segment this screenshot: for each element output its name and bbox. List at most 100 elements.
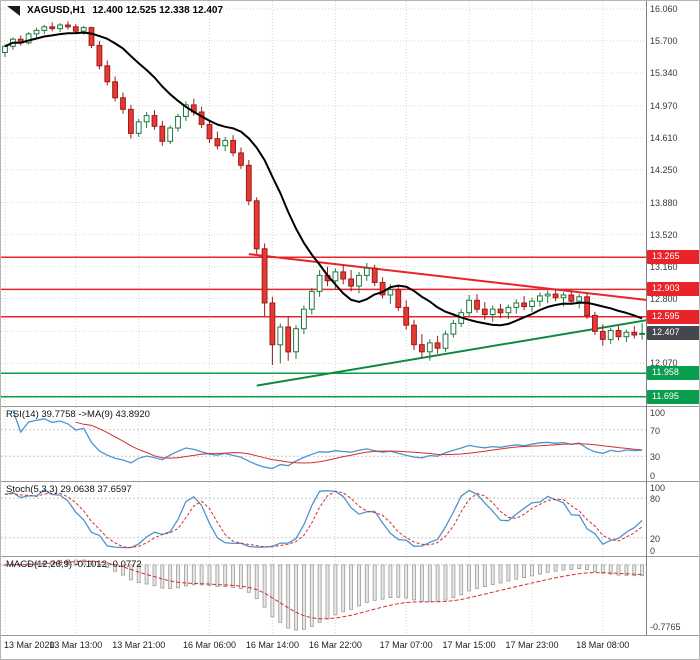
candle-body bbox=[599, 330, 606, 340]
rsi-plot[interactable] bbox=[1, 407, 700, 481]
macd-bar bbox=[404, 564, 409, 599]
macd-bar bbox=[506, 564, 511, 582]
stochastic-indicator-label: Stoch(5,3,3) 29.0638 37.6597 bbox=[6, 484, 132, 495]
candle-body bbox=[560, 294, 567, 299]
ma-line[interactable] bbox=[4, 31, 643, 327]
candle-body bbox=[356, 274, 362, 287]
candle-body bbox=[615, 330, 622, 338]
candle-body bbox=[57, 24, 64, 30]
macd-bar bbox=[325, 564, 330, 620]
descending-trendline[interactable] bbox=[248, 253, 647, 301]
candles-group bbox=[2, 21, 646, 366]
stochastic-panel[interactable]: Stoch(5,3,3) 29.0638 37.6597 bbox=[1, 482, 700, 556]
macd-bar bbox=[538, 564, 542, 575]
candle-body bbox=[269, 302, 276, 346]
panel-separator[interactable] bbox=[1, 635, 699, 636]
candle-body bbox=[442, 333, 449, 349]
symbol-timeframe-label: XAGUSD,H1 bbox=[27, 5, 86, 16]
macd-bar bbox=[490, 564, 495, 585]
macd-bar bbox=[333, 564, 338, 616]
macd-bar bbox=[231, 564, 236, 588]
macd-bar bbox=[585, 564, 589, 570]
rsi-panel[interactable]: RSI(14) 39.7758 ->MA(9) 43.8920 bbox=[1, 407, 700, 481]
candle-body bbox=[639, 332, 646, 335]
candle-body bbox=[631, 331, 638, 336]
candle-body bbox=[80, 27, 87, 32]
candle-body bbox=[222, 139, 229, 147]
candle-body bbox=[395, 289, 402, 309]
candle-body bbox=[474, 299, 480, 310]
price-axis-separator bbox=[646, 1, 647, 635]
macd-panel[interactable]: MACD(12,26,9) -0.1012 -0.0772 bbox=[1, 557, 700, 635]
macd-axis-min-label: -0.7765 bbox=[650, 622, 681, 632]
macd-bar bbox=[632, 564, 637, 577]
macd-bar bbox=[215, 564, 220, 587]
candle-body bbox=[183, 104, 189, 117]
candle-body bbox=[607, 330, 614, 340]
macd-bar bbox=[176, 564, 180, 589]
candle-body bbox=[419, 344, 425, 353]
macd-bar bbox=[475, 564, 479, 589]
candle-body bbox=[72, 26, 79, 32]
time-axis-label: 17 Mar 07:00 bbox=[379, 640, 433, 650]
candle-body bbox=[49, 26, 56, 30]
macd-bar bbox=[246, 564, 251, 593]
time-axis[interactable]: 13 Mar 2020 13 Mar 13:00 13 Mar 21:00 16 Ma… bbox=[1, 636, 699, 659]
candle-body bbox=[238, 152, 244, 166]
macd-bar bbox=[624, 564, 629, 576]
macd-bar bbox=[545, 564, 550, 573]
candle-body bbox=[426, 342, 433, 353]
macd-bar bbox=[388, 564, 393, 599]
candle-body bbox=[285, 326, 292, 353]
macd-bar bbox=[380, 564, 385, 600]
candle-body bbox=[434, 342, 441, 349]
stochastic-plot[interactable] bbox=[1, 482, 700, 556]
macd-bar bbox=[600, 564, 605, 574]
candle-body bbox=[96, 44, 103, 67]
macd-bar bbox=[349, 564, 354, 610]
main-price-chart[interactable] bbox=[1, 1, 700, 406]
panel-separator[interactable] bbox=[1, 406, 699, 407]
candle-body bbox=[450, 322, 457, 335]
panel-separator[interactable] bbox=[1, 481, 699, 482]
macd-bar bbox=[459, 564, 464, 596]
candle-body bbox=[167, 127, 174, 142]
panel-separator[interactable] bbox=[1, 556, 699, 557]
macd-bar bbox=[81, 559, 86, 566]
candle-body bbox=[120, 97, 126, 110]
macd-bar bbox=[105, 564, 110, 568]
candle-body bbox=[128, 108, 134, 134]
rsi-indicator-label: RSI(14) 39.7758 ->MA(9) 43.8920 bbox=[6, 409, 150, 420]
macd-bar bbox=[467, 564, 472, 592]
chart-title: XAGUSD,H1 12.400 12.525 12.338 12.407 bbox=[7, 5, 223, 16]
macd-bar bbox=[317, 564, 322, 623]
macd-bar bbox=[498, 564, 503, 584]
macd-plot[interactable] bbox=[1, 557, 700, 635]
candle-body bbox=[592, 314, 598, 332]
candle-body bbox=[316, 274, 323, 292]
candle-body bbox=[379, 282, 386, 296]
macd-bar bbox=[640, 564, 644, 577]
macd-bar bbox=[530, 564, 534, 577]
candle-body bbox=[623, 331, 630, 338]
macd-bar bbox=[364, 564, 369, 603]
macd-bar bbox=[451, 564, 456, 599]
macd-bar bbox=[357, 564, 361, 607]
candle-body bbox=[104, 65, 111, 83]
one-click-trading-icon[interactable] bbox=[7, 5, 20, 16]
macd-bar bbox=[168, 564, 173, 589]
ascending-trendline[interactable] bbox=[256, 319, 647, 387]
macd-bar bbox=[427, 564, 432, 602]
macd-bar bbox=[254, 564, 259, 599]
macd-bar bbox=[435, 564, 440, 603]
candle-body bbox=[481, 308, 488, 316]
macd-bar bbox=[239, 564, 243, 590]
macd-bar bbox=[569, 564, 574, 570]
time-axis-label: 13 Mar 13:00 bbox=[49, 640, 103, 650]
macd-bar bbox=[616, 564, 621, 576]
macd-indicator-label: MACD(12,26,9) -0.1012 -0.0772 bbox=[6, 559, 142, 570]
candle-body bbox=[206, 124, 213, 140]
macd-bar bbox=[593, 564, 597, 572]
candle-body bbox=[293, 328, 299, 353]
